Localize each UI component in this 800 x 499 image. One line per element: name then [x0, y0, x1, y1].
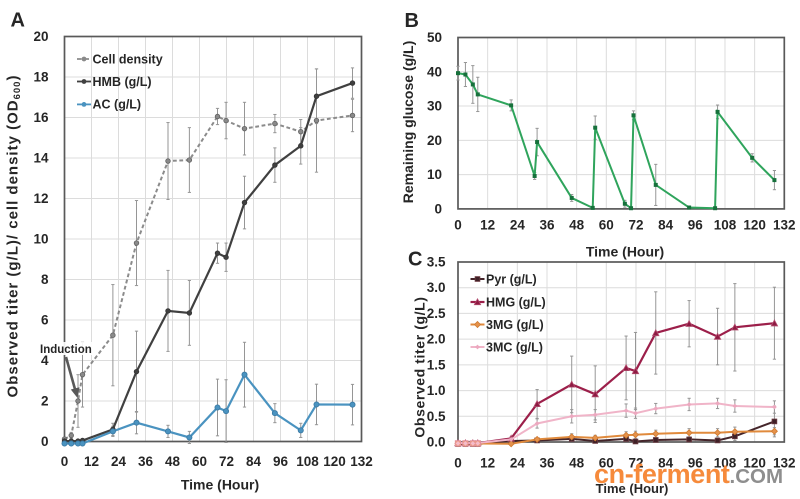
- svg-text:108: 108: [296, 454, 319, 469]
- svg-text:96: 96: [688, 218, 704, 233]
- svg-text:60: 60: [599, 218, 614, 233]
- svg-text:12: 12: [480, 218, 495, 233]
- svg-text:0.5: 0.5: [427, 409, 446, 424]
- svg-text:72: 72: [628, 456, 643, 471]
- svg-text:0: 0: [61, 454, 69, 469]
- svg-text:120: 120: [743, 218, 766, 233]
- svg-text:40: 40: [427, 64, 442, 79]
- svg-text:36: 36: [539, 218, 555, 233]
- svg-text:72: 72: [219, 454, 234, 469]
- svg-text:24: 24: [510, 218, 526, 233]
- svg-text:0: 0: [454, 456, 462, 471]
- svg-text:Time (Hour): Time (Hour): [596, 481, 669, 496]
- svg-text:AC (g/L): AC (g/L): [93, 98, 142, 112]
- svg-text:60: 60: [599, 456, 614, 471]
- svg-text:30: 30: [427, 99, 442, 114]
- svg-text:HMB (g/L): HMB (g/L): [93, 75, 152, 89]
- svg-text:50: 50: [427, 30, 442, 45]
- svg-text:60: 60: [192, 454, 207, 469]
- svg-text:84: 84: [658, 456, 674, 471]
- svg-text:120: 120: [743, 456, 766, 471]
- svg-text:Remaining glucose (g/L): Remaining glucose (g/L): [400, 41, 416, 204]
- svg-text:18: 18: [33, 70, 49, 85]
- svg-text:84: 84: [246, 454, 262, 469]
- svg-text:12: 12: [480, 456, 495, 471]
- svg-text:2: 2: [41, 394, 49, 409]
- svg-text:Observed titer (g/L): Observed titer (g/L): [412, 296, 428, 437]
- svg-text:16: 16: [33, 110, 49, 125]
- svg-text:3MG (g/L): 3MG (g/L): [486, 318, 544, 332]
- svg-text:6: 6: [41, 313, 49, 328]
- svg-text:12: 12: [84, 454, 99, 469]
- svg-text:0: 0: [454, 218, 462, 233]
- svg-text:48: 48: [569, 218, 585, 233]
- svg-text:36: 36: [539, 456, 555, 471]
- svg-text:120: 120: [323, 454, 346, 469]
- svg-text:1.0: 1.0: [427, 383, 446, 398]
- svg-text:96: 96: [688, 456, 704, 471]
- svg-text:14: 14: [33, 151, 49, 166]
- svg-text:132: 132: [773, 218, 796, 233]
- svg-text:108: 108: [714, 218, 737, 233]
- svg-text:Cell density: Cell density: [93, 52, 163, 66]
- svg-text:20: 20: [33, 29, 48, 44]
- svg-text:0: 0: [41, 434, 49, 449]
- svg-text:12: 12: [33, 191, 48, 206]
- svg-text:10: 10: [427, 167, 442, 182]
- svg-text:4: 4: [41, 353, 49, 368]
- svg-text:3.5: 3.5: [427, 255, 446, 270]
- svg-text:1.5: 1.5: [427, 357, 446, 372]
- svg-text:48: 48: [569, 456, 585, 471]
- svg-text:24: 24: [111, 454, 127, 469]
- svg-text:48: 48: [165, 454, 181, 469]
- svg-text:2.5: 2.5: [427, 306, 446, 321]
- svg-text:36: 36: [138, 454, 154, 469]
- svg-text:HMG (g/L): HMG (g/L): [486, 295, 546, 309]
- svg-text:10: 10: [33, 232, 48, 247]
- svg-text:3MC (g/L): 3MC (g/L): [486, 340, 543, 354]
- svg-text:Time (Hour): Time (Hour): [586, 244, 664, 260]
- svg-text:3.0: 3.0: [427, 280, 446, 295]
- svg-text:96: 96: [273, 454, 289, 469]
- svg-text:B: B: [405, 10, 419, 32]
- svg-text:0.0: 0.0: [427, 435, 446, 450]
- svg-text:132: 132: [773, 456, 796, 471]
- svg-text:24: 24: [510, 456, 526, 471]
- svg-text:108: 108: [714, 456, 737, 471]
- svg-text:8: 8: [41, 272, 49, 287]
- svg-text:20: 20: [427, 133, 442, 148]
- svg-text:0: 0: [434, 201, 442, 216]
- svg-text:A: A: [11, 10, 25, 32]
- svg-text:72: 72: [628, 218, 643, 233]
- svg-text:C: C: [408, 249, 422, 271]
- svg-text:Observed titer (g/L)/ cell den: Observed titer (g/L)/ cell density (OD60…: [5, 75, 24, 398]
- svg-text:Induction: Induction: [40, 344, 92, 356]
- svg-text:2.0: 2.0: [427, 332, 446, 347]
- svg-text:Pyr (g/L): Pyr (g/L): [486, 272, 537, 286]
- svg-text:132: 132: [350, 454, 373, 469]
- svg-text:84: 84: [658, 218, 674, 233]
- svg-text:Time (Hour): Time (Hour): [181, 477, 259, 493]
